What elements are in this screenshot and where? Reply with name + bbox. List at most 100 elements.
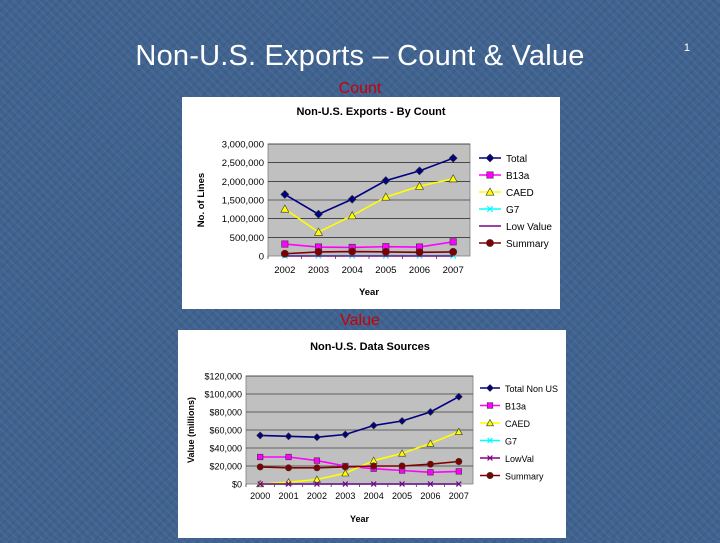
value-chart-series-summary: [256, 458, 463, 472]
value-chart-point-lowval: [342, 481, 349, 487]
count-chart-point-summary: [348, 247, 357, 256]
value-chart-legend-marker-summary: [486, 472, 494, 479]
value-chart-caption: Value: [340, 312, 380, 329]
value-chart-point-total-non-us: [256, 431, 265, 440]
value-chart-title: Non-U.S. Data Sources: [310, 341, 430, 353]
value-chart-line-summary: [260, 460, 459, 469]
count-chart-x-tick-label: 2003: [308, 265, 329, 276]
value-chart-y-tick-label: $0: [232, 480, 242, 490]
value-chart-point-summary: [285, 464, 293, 472]
count-chart-point-caed: [313, 227, 324, 236]
count-chart-point-total: [347, 194, 357, 204]
count-chart-y-tick-label: 2,500,000: [222, 158, 264, 169]
count-chart-y-tick-label: 1,000,000: [222, 214, 264, 225]
value-chart-point-b13a: [285, 453, 292, 461]
count-chart-line-summary: [284, 250, 454, 255]
count-chart-y-tick-label: 2,000,000: [222, 177, 264, 188]
value-chart-series-lowval: [257, 481, 462, 487]
value-chart-point-total-non-us: [398, 417, 406, 425]
count-chart-x-axis-label: Year: [359, 287, 379, 298]
value-chart-x-tick-label: 2007: [449, 491, 469, 501]
value-chart-point-total-non-us: [284, 432, 293, 441]
value-chart-svg: Non-U.S. Data Sources $0 $20,000 $40,000 $60…: [186, 341, 558, 524]
slide-number: 1: [683, 42, 690, 54]
count-chart-y-tick-label: 500,000: [230, 233, 264, 244]
count-chart-x-tick-label: 2004: [342, 265, 363, 276]
count-chart-x-tick-label: 2002: [274, 265, 295, 276]
value-chart-point-total-non-us: [341, 430, 350, 439]
count-chart-series-caed: [280, 174, 458, 236]
count-chart-legend-label-summary: Summary: [506, 239, 549, 250]
value-chart-point-lowval: [427, 481, 434, 487]
count-chart: Non-U.S. Exports - By Count 0 500,000 1,000…: [182, 97, 560, 309]
count-chart-y-tick-label: 3,000,000: [222, 140, 264, 151]
value-chart-legend-marker-b13a: [486, 402, 494, 409]
count-chart-point-total: [381, 176, 391, 186]
count-chart-x-tick-label: 2005: [375, 265, 396, 276]
count-chart-point-caed: [280, 204, 290, 213]
count-chart-point-caed: [414, 181, 425, 190]
value-chart-point-summary: [370, 462, 378, 470]
value-chart-legend-label-total-non-us: Total Non US: [505, 384, 558, 394]
value-chart-point-summary: [256, 463, 264, 471]
value-chart-legend-label-summary: Summary: [505, 472, 544, 482]
value-chart-point-lowval: [257, 481, 264, 487]
value-chart-point-summary: [398, 462, 406, 470]
count-chart-legend-label-low-value: Low Value: [506, 222, 552, 233]
value-chart: Non-U.S. Data Sources $0 $20,000 $40,000 $60…: [178, 330, 566, 538]
count-chart-caption: Count: [338, 80, 382, 97]
value-chart-legend-label-caed: CAED: [505, 419, 531, 429]
value-chart-legend-marker-total-non-us: [486, 384, 494, 392]
value-chart-x-axis-label: Year: [350, 514, 370, 524]
count-chart-y-tick-label: 0: [259, 252, 264, 263]
count-chart-series-total: [280, 153, 458, 219]
value-chart-point-b13a: [455, 468, 462, 475]
value-chart-point-summary: [455, 458, 463, 465]
value-chart-series-total-non-us: [256, 392, 463, 442]
count-chart-title: Non-U.S. Exports - By Count: [296, 106, 445, 118]
value-chart-point-b13a: [313, 457, 321, 464]
value-chart-x-tick-label: 2006: [420, 491, 440, 501]
count-chart-point-caed: [448, 174, 458, 183]
count-chart-point-b13a: [449, 238, 457, 246]
value-chart-point-total-non-us: [454, 392, 463, 401]
value-chart-y-tick-label: $60,000: [209, 426, 242, 436]
count-chart-y-tick-label: 1,500,000: [222, 196, 264, 207]
value-chart-y-tick-label: $20,000: [209, 462, 242, 472]
value-chart-point-total-non-us: [426, 408, 435, 416]
count-chart-legend-label-g7: G7: [506, 205, 520, 216]
count-chart-line-caed: [284, 177, 454, 234]
value-chart-point-lowval: [455, 481, 462, 487]
count-chart-point-caed: [347, 211, 357, 220]
count-chart-legend-label-b13a: B13a: [506, 171, 530, 182]
value-chart-point-summary: [426, 460, 434, 468]
value-chart-legend-label-g7: G7: [505, 437, 517, 447]
value-chart-point-caed: [341, 469, 350, 477]
count-chart-legend-label-total: Total: [506, 154, 527, 165]
count-chart-point-b13a: [281, 240, 289, 248]
value-chart-y-tick-label: $80,000: [209, 408, 242, 418]
count-chart-legend-marker-g7: [486, 205, 494, 213]
count-chart-point-total: [448, 153, 458, 163]
value-chart-legend-marker-g7: [487, 437, 493, 444]
count-chart-point-summary: [449, 247, 458, 256]
count-chart-series-summary: [280, 247, 458, 258]
count-chart-y-axis-label: No. of Lines: [196, 173, 207, 227]
value-chart-legend-label-lowval: LowVal: [505, 454, 534, 464]
value-chart-x-tick-label: 2001: [279, 491, 299, 501]
count-chart-point-summary: [280, 249, 289, 258]
count-chart-legend-marker-total: [485, 153, 495, 163]
count-chart-svg: Non-U.S. Exports - By Count 0 500,000 1,000…: [196, 106, 552, 298]
value-chart-point-lowval: [314, 481, 320, 487]
count-chart-x-tick-label: 2007: [443, 265, 464, 276]
value-chart-point-caed: [312, 475, 321, 483]
count-chart-x-tick-label: 2006: [409, 265, 430, 276]
value-chart-y-tick-label: $40,000: [209, 444, 242, 454]
value-chart-point-caed: [426, 439, 435, 447]
count-chart-legend-marker-caed: [485, 187, 495, 196]
value-chart-x-tick-label: 2005: [392, 491, 412, 501]
count-chart-point-total: [280, 189, 290, 199]
value-chart-legend-label-b13a: B13a: [505, 402, 526, 412]
value-chart-point-lowval: [370, 481, 377, 487]
value-chart-point-summary: [313, 464, 321, 472]
